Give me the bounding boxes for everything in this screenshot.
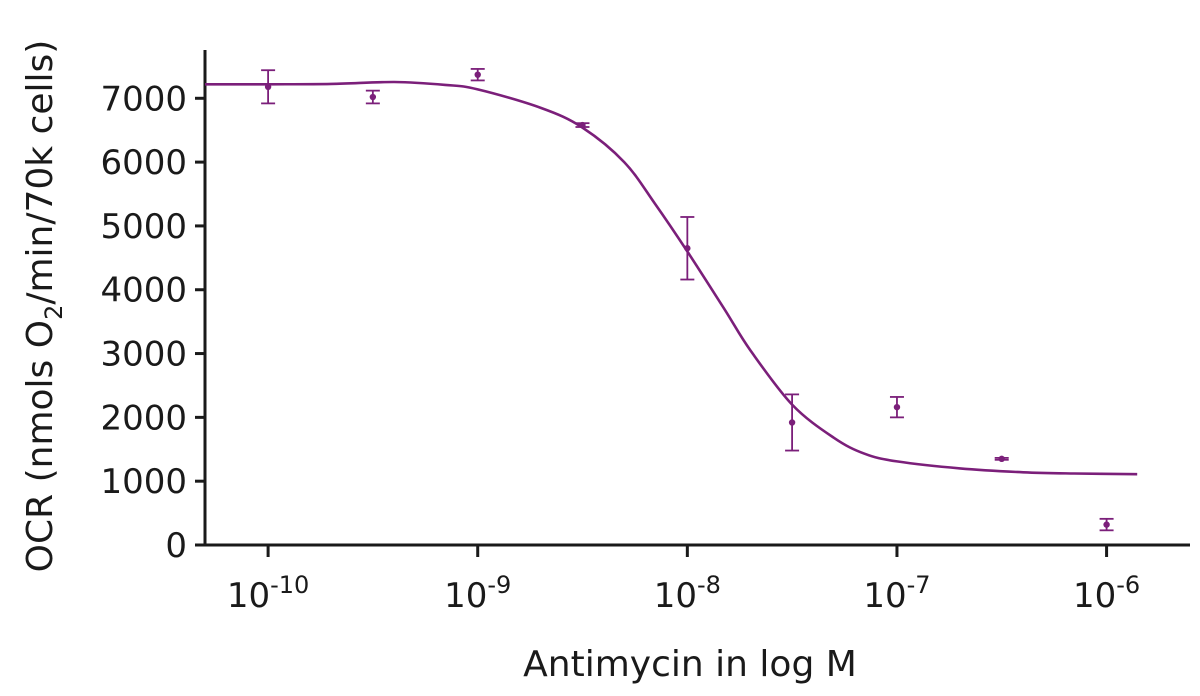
- x-tick-label: 10-7: [863, 571, 930, 616]
- x-tick-label: 10-8: [654, 571, 721, 616]
- data-point: [680, 216, 695, 281]
- point-marker: [1103, 521, 1110, 528]
- x-axis-title: Antimycin in log M: [523, 644, 857, 685]
- y-tick-label: 3000: [100, 335, 187, 375]
- x-tick-label: 10-9: [444, 571, 511, 616]
- data-point: [785, 393, 800, 452]
- data-point: [889, 396, 904, 419]
- point-marker: [998, 455, 1005, 463]
- data-point: [1099, 517, 1114, 532]
- point-marker: [264, 83, 272, 91]
- x-tick-label: 10-6: [1073, 571, 1140, 616]
- data-point: [575, 121, 590, 129]
- point-marker: [893, 403, 901, 411]
- axes: [203, 50, 1190, 547]
- point-marker: [579, 121, 586, 129]
- y-tick-label: 1000: [100, 462, 187, 502]
- y-axis-title: OCR (nmols O2/min/70k cells): [20, 40, 68, 573]
- fit-curve: [205, 80, 1138, 476]
- point-marker: [684, 245, 691, 252]
- y-axis-ticks: 0 1000 2000 3000 4000 5000 6000 7000: [100, 79, 205, 566]
- point-marker: [369, 93, 377, 101]
- x-tick-label: 10-10: [227, 571, 309, 616]
- point-marker: [788, 419, 796, 426]
- y-tick-label: 7000: [100, 79, 187, 119]
- y-tick-label: 2000: [100, 398, 187, 438]
- data-point: [261, 69, 276, 105]
- data-points: [261, 68, 1114, 532]
- y-tick-label: 5000: [100, 207, 187, 247]
- data-point: [365, 89, 380, 105]
- x-axis-ticks: 10-10 10-9 10-8 10-7 10-6: [227, 545, 1140, 616]
- data-point: [470, 68, 485, 82]
- y-tick-label: 6000: [100, 143, 187, 183]
- point-marker: [474, 71, 481, 78]
- y-tick-label: 0: [165, 526, 187, 566]
- data-point: [994, 455, 1009, 463]
- y-tick-label: 4000: [100, 271, 187, 311]
